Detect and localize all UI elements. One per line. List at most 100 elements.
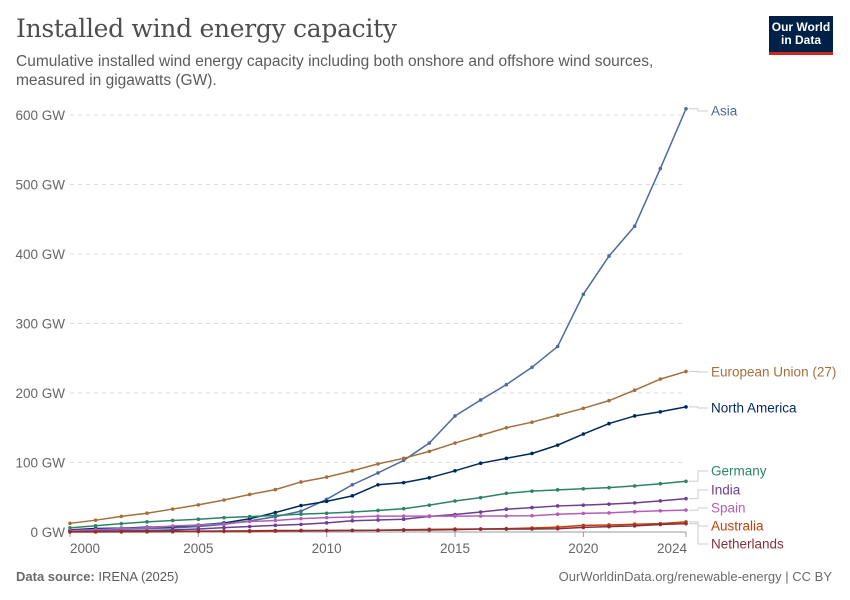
- data-point: [299, 512, 303, 516]
- data-point: [401, 480, 406, 485]
- data-point: [93, 518, 98, 522]
- data-point: [350, 482, 355, 487]
- data-point: [324, 515, 329, 520]
- data-point: [273, 510, 278, 515]
- data-point: [299, 528, 303, 533]
- data-point: [555, 488, 560, 492]
- data-point: [273, 518, 278, 523]
- legend-connector: [689, 370, 708, 373]
- data-point: [324, 511, 329, 516]
- data-point: [247, 524, 252, 529]
- data-point: [504, 514, 509, 518]
- y-tick-label: 300 GW: [15, 317, 65, 332]
- x-tick-label: 2015: [440, 541, 470, 556]
- data-point: [607, 502, 611, 506]
- data-point: [581, 503, 586, 507]
- data-point: [222, 498, 226, 502]
- data-point: [504, 527, 509, 531]
- data-point: [93, 523, 98, 528]
- data-point: [401, 517, 406, 522]
- data-point: [530, 365, 534, 370]
- data-point: [145, 511, 149, 516]
- series-germany: [68, 479, 688, 530]
- legend-label: Netherlands: [711, 537, 784, 552]
- data-point: [658, 481, 663, 486]
- data-point: [247, 492, 252, 497]
- data-point: [453, 441, 457, 445]
- data-point: [581, 525, 586, 530]
- source-value[interactable]: IRENA (2025): [98, 569, 179, 584]
- data-point: [632, 388, 637, 393]
- data-point: [401, 528, 406, 532]
- data-point: [273, 513, 278, 518]
- y-tick-label: 400 GW: [15, 247, 65, 262]
- data-point: [196, 503, 201, 507]
- data-point: [684, 496, 688, 501]
- data-point: [222, 522, 226, 526]
- data-point: [658, 509, 663, 513]
- data-point: [453, 414, 457, 418]
- data-point: [299, 503, 303, 508]
- data-point: [684, 508, 688, 512]
- legend-label: Australia: [711, 519, 764, 534]
- series-line: [69, 370, 687, 525]
- data-point: [530, 489, 534, 493]
- y-tick-label: 500 GW: [15, 178, 65, 193]
- footer-url[interactable]: OurWorldinData.org/renewable-energy | CC…: [558, 569, 832, 584]
- data-point: [530, 527, 534, 531]
- data-point: [632, 484, 637, 488]
- data-point: [658, 166, 663, 171]
- series-netherlands: [68, 521, 688, 534]
- data-point: [607, 485, 611, 490]
- data-point: [376, 471, 380, 475]
- data-point: [145, 520, 149, 524]
- data-point: [607, 524, 611, 529]
- data-point: [401, 514, 406, 518]
- data-point: [530, 420, 534, 424]
- legend-label: European Union (27): [711, 365, 836, 380]
- data-point: [658, 499, 663, 503]
- data-point: [273, 528, 278, 533]
- y-tick-label: 600 GW: [15, 108, 65, 123]
- data-point: [555, 443, 560, 447]
- data-point: [504, 456, 509, 461]
- legend-label: Asia: [711, 104, 738, 119]
- data-point: [324, 521, 329, 525]
- data-point: [632, 524, 637, 528]
- legend-connector: [689, 523, 708, 545]
- data-point: [658, 522, 663, 527]
- data-point: [632, 509, 637, 514]
- data-point: [350, 528, 355, 533]
- data-point: [607, 398, 611, 403]
- data-point: [632, 414, 637, 418]
- data-point: [376, 482, 380, 487]
- data-point: [453, 499, 457, 503]
- data-point: [504, 491, 509, 496]
- series-asia: [68, 106, 688, 533]
- data-point: [555, 504, 560, 508]
- source-label: Data source:: [16, 569, 95, 584]
- series-spain: [68, 508, 688, 533]
- x-tick-label: 2024: [657, 541, 688, 556]
- data-point: [119, 521, 124, 526]
- data-point: [324, 499, 329, 504]
- data-point: [273, 487, 278, 492]
- data-point: [247, 514, 252, 519]
- data-point: [247, 519, 252, 524]
- data-point: [299, 509, 303, 513]
- data-point: [632, 501, 637, 505]
- data-point: [247, 529, 252, 533]
- x-tick-label: 2020: [568, 541, 598, 556]
- data-point: [530, 505, 534, 510]
- owid-logo[interactable]: Our World in Data: [769, 16, 833, 55]
- legend-connector: [689, 108, 708, 112]
- data-point: [376, 528, 380, 533]
- data-point: [530, 513, 534, 518]
- data-source: Data source: IRENA (2025): [16, 569, 179, 584]
- legend-connector: [689, 406, 708, 409]
- data-point: [453, 514, 457, 518]
- data-point: [376, 518, 380, 522]
- data-point: [504, 425, 509, 430]
- legend-label: Spain: [711, 501, 746, 516]
- data-point: [478, 510, 483, 514]
